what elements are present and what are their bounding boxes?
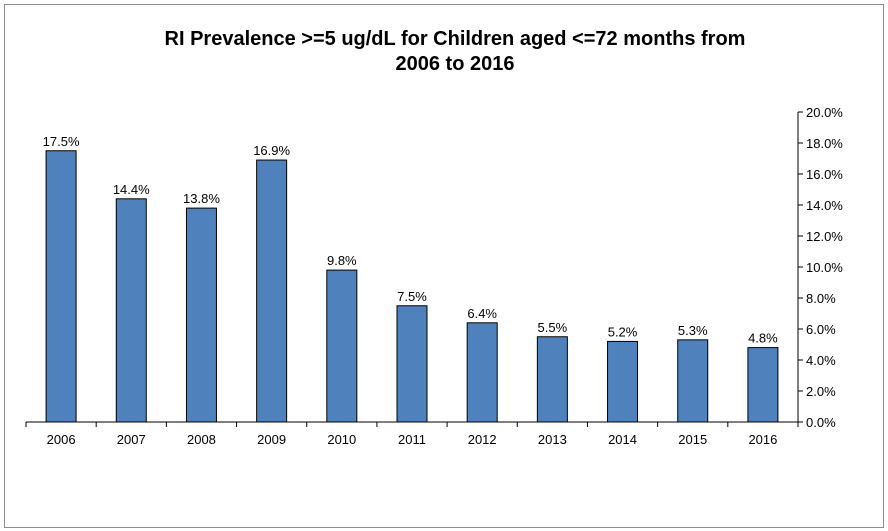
data-label: 4.8%	[748, 331, 778, 346]
y-tick-label: 6.0%	[806, 322, 836, 337]
data-label: 14.4%	[113, 182, 150, 197]
bar	[466, 322, 498, 423]
y-tick-label: 14.0%	[806, 198, 843, 213]
data-label: 16.9%	[253, 143, 290, 158]
x-tick-label: 2015	[678, 432, 707, 447]
bar	[45, 150, 77, 423]
data-label: 5.5%	[538, 320, 568, 335]
data-label: 6.4%	[467, 306, 497, 321]
y-tick-label: 2.0%	[806, 384, 836, 399]
data-label: 7.5%	[397, 289, 427, 304]
data-label: 5.2%	[608, 324, 638, 339]
x-tick-label: 2010	[327, 432, 356, 447]
data-label: 5.3%	[678, 323, 708, 338]
bar	[747, 347, 779, 423]
chart-frame	[4, 4, 884, 528]
x-tick-label: 2009	[257, 432, 286, 447]
x-tick-label: 2008	[187, 432, 216, 447]
bar	[326, 269, 358, 423]
bar	[607, 340, 639, 423]
x-tick-label: 2011	[398, 432, 426, 447]
data-label: 17.5%	[43, 134, 80, 149]
bar	[677, 339, 709, 423]
y-tick-label: 10.0%	[806, 260, 843, 275]
bar	[396, 305, 428, 423]
y-tick-label: 0.0%	[806, 415, 836, 430]
x-tick-label: 2007	[117, 432, 146, 447]
y-tick-label: 8.0%	[806, 291, 836, 306]
chart-title-line-1: RI Prevalence >=5 ug/dL for Children age…	[165, 28, 746, 50]
bar	[536, 336, 568, 423]
y-tick-label: 12.0%	[806, 229, 843, 244]
x-tick-label: 2012	[468, 432, 497, 447]
bar	[115, 198, 147, 423]
x-tick-label: 2016	[748, 432, 777, 447]
bar	[185, 207, 217, 423]
data-label: 13.8%	[183, 191, 220, 206]
y-tick-label: 18.0%	[806, 136, 843, 151]
y-tick-label: 16.0%	[806, 167, 843, 182]
x-tick-label: 2006	[47, 432, 76, 447]
data-label: 9.8%	[327, 253, 357, 268]
plot-area: 17.5% 2006 14.4% 2007 13.8% 2008 16.9% 2009 9.8%…	[25, 105, 843, 447]
bar	[256, 159, 288, 423]
x-tick-label: 2014	[608, 432, 637, 447]
x-tick-label: 2013	[538, 432, 567, 447]
y-tick-label: 4.0%	[806, 353, 836, 368]
chart-title-line-2: 2006 to 2016	[396, 53, 515, 75]
y-tick-label: 20.0%	[806, 105, 843, 120]
